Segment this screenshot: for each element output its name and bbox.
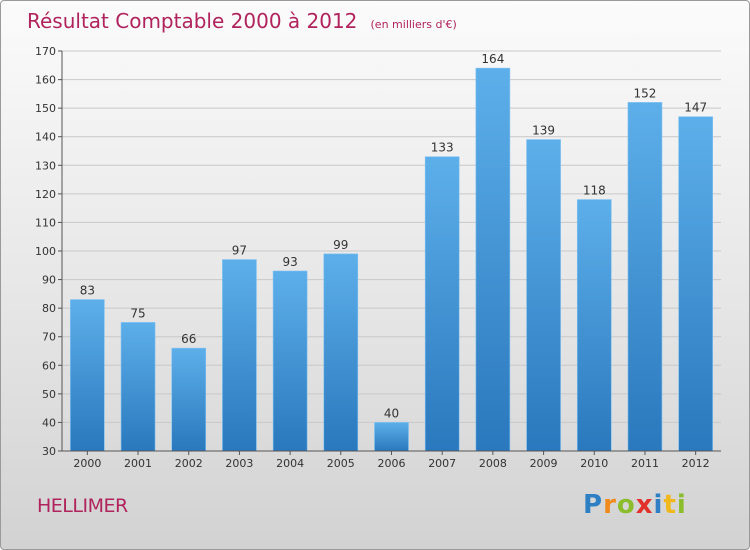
bar-2012 — [678, 116, 713, 452]
x-tick-label: 2009 — [530, 457, 558, 470]
bar-value-label: 139 — [532, 124, 555, 138]
chart-title: Résultat Comptable 2000 à 2012 (en milli… — [27, 9, 457, 33]
bar-value-label: 75 — [130, 306, 145, 320]
x-tick-label: 2008 — [479, 457, 507, 470]
bar-2006 — [374, 422, 409, 452]
y-tick-label: 160 — [35, 74, 56, 87]
title-unit: (en milliers d'€) — [370, 18, 457, 31]
bar-value-label: 152 — [634, 86, 657, 100]
logo-letter: x — [635, 490, 654, 520]
y-tick-label: 140 — [35, 131, 56, 144]
x-tick-label: 2007 — [428, 457, 456, 470]
bars-layer: 83 75 66 97 93 99 40 133 164 139 118 152 147 — [70, 52, 713, 452]
logo-letter: P — [583, 490, 604, 520]
x-tick-label: 2003 — [225, 457, 253, 470]
bar-2007 — [424, 156, 460, 452]
y-tick-label: 80 — [42, 302, 56, 315]
logo-letter: i — [653, 490, 664, 520]
logo-letter: i — [676, 490, 687, 520]
x-tick-label: 2010 — [580, 457, 608, 470]
title-text: Résultat Comptable 2000 à 2012 — [27, 9, 358, 33]
bar-2004 — [272, 270, 308, 452]
bar-2008 — [475, 67, 511, 452]
bar-2011 — [627, 102, 663, 452]
bar-value-label: 66 — [181, 332, 196, 346]
bar-value-label: 99 — [333, 238, 348, 252]
y-tick-label: 90 — [42, 274, 56, 287]
bar-value-label: 93 — [282, 255, 297, 269]
x-tick-label: 2011 — [631, 457, 659, 470]
x-tick-label: 2001 — [124, 457, 152, 470]
bar-value-label: 83 — [80, 284, 95, 298]
y-tick-label: 150 — [35, 102, 56, 115]
y-tick-label: 50 — [42, 388, 56, 401]
bar-value-label: 97 — [232, 244, 247, 258]
bar-value-label: 118 — [583, 184, 606, 198]
y-tick-label: 130 — [35, 159, 56, 172]
y-tick-label: 30 — [42, 445, 56, 458]
x-tick-label: 2006 — [378, 457, 406, 470]
x-tick-label: 2000 — [73, 457, 101, 470]
bar-value-label: 133 — [431, 141, 454, 155]
proxiti-logo[interactable]: Proxiti — [583, 490, 687, 520]
bar-2010 — [576, 199, 612, 452]
y-tick-label: 170 — [35, 45, 56, 58]
bar-2009 — [526, 139, 561, 452]
x-tick-label: 2012 — [682, 457, 710, 470]
bar-value-label: 40 — [384, 406, 399, 420]
commune-name: HELLIMER — [37, 495, 128, 517]
logo-letter: t — [663, 490, 677, 520]
bar-2005 — [323, 253, 359, 452]
logo-letter: r — [603, 490, 617, 520]
logo-letter: o — [616, 490, 636, 520]
y-tick-label: 60 — [42, 359, 56, 372]
grid-layer — [62, 50, 721, 452]
bar-value-label: 164 — [481, 52, 504, 66]
y-tick-label: 110 — [35, 216, 56, 229]
bar-2000 — [70, 299, 105, 452]
bar-2001 — [120, 322, 156, 452]
bar-2002 — [171, 347, 207, 452]
x-tick-label: 2005 — [327, 457, 355, 470]
y-tick-label: 70 — [42, 331, 56, 344]
bar-value-label: 147 — [684, 101, 707, 115]
x-tick-label: 2004 — [276, 457, 304, 470]
bar-2003 — [222, 259, 257, 452]
y-tick-label: 100 — [35, 245, 56, 258]
y-tick-label: 120 — [35, 188, 56, 201]
y-tick-label: 40 — [42, 416, 56, 429]
axis-layer: 30 40 50 60 70 80 90 100 110 120 130 140 150 160 170 20… — [35, 45, 721, 470]
x-tick-label: 2002 — [175, 457, 203, 470]
